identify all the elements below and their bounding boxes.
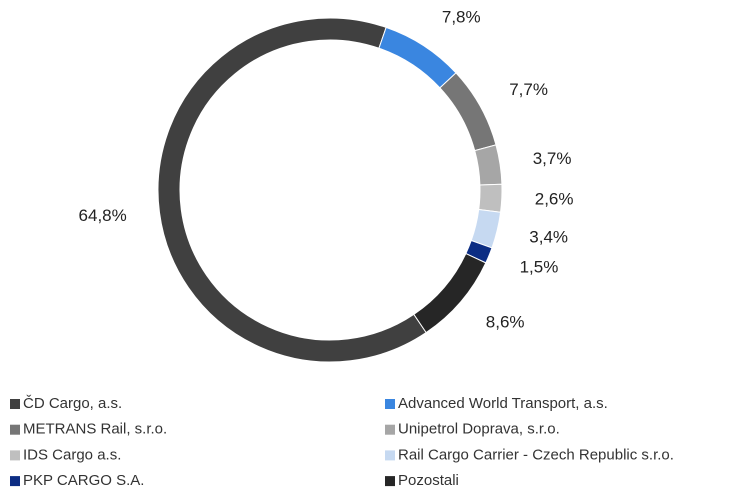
donut-slice [478,183,503,213]
legend-label: METRANS Rail, s.r.o. [23,421,167,438]
legend-label: Advanced World Transport, a.s. [398,395,608,412]
data-label: 7,7% [509,80,548,99]
legend-swatch [10,424,20,435]
data-label: 7,8% [442,8,481,27]
data-label: 1,5% [520,258,559,277]
donut-slice [378,26,457,89]
data-label: 8,6% [486,313,525,332]
data-label: 64,8% [79,206,127,225]
legend-label: ČD Cargo, a.s. [23,395,122,412]
legend-swatch [385,450,395,461]
donut-slice [413,252,487,334]
donut-slice [157,17,427,363]
legend-swatch [10,450,20,461]
legend-label: IDS Cargo a.s. [23,446,121,463]
data-label: 2,6% [535,189,574,208]
donut-slice [439,72,497,152]
legend-swatch [10,399,20,409]
legend-label: Unipetrol Doprava, s.r.o. [398,421,560,438]
legend-swatch [385,399,395,409]
legend-label: Pozostali [398,472,459,489]
legend-swatch [385,424,395,435]
legend-label: Rail Cargo Carrier - Czech Republic s.r.… [398,446,674,463]
legend-label: PKP CARGO S.A. [23,472,144,489]
donut-slice [474,144,503,186]
legend-swatch [10,476,20,487]
data-label: 3,7% [533,149,572,168]
legend-swatch [385,476,395,487]
data-label: 3,4% [529,228,568,247]
